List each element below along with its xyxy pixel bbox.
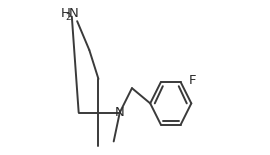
Text: N: N [115, 106, 125, 119]
Text: 2: 2 [65, 13, 71, 22]
Text: N: N [69, 7, 79, 20]
Text: H: H [60, 7, 70, 20]
Text: F: F [189, 74, 197, 87]
